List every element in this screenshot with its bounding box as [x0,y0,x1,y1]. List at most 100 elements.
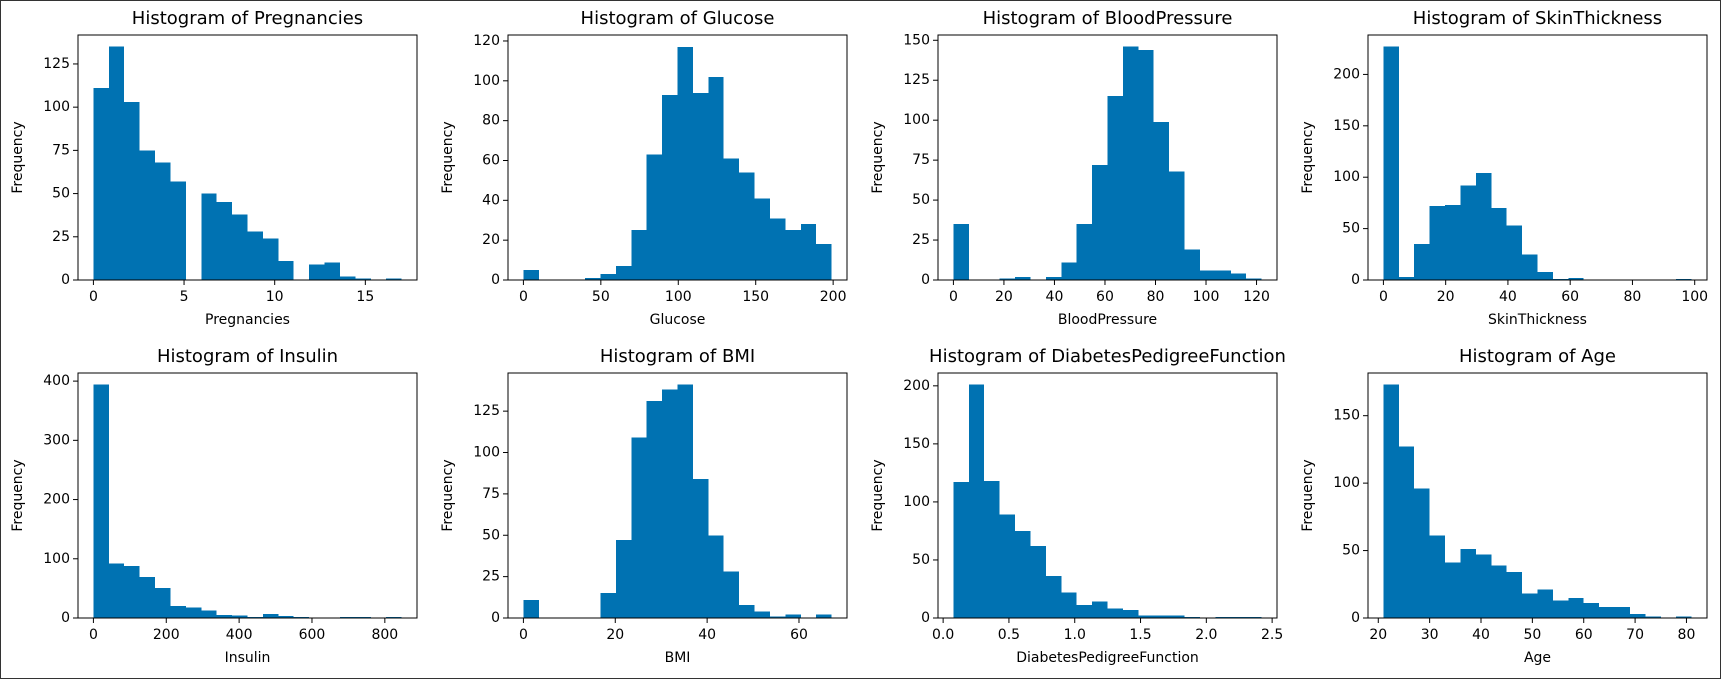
histogram-bar [201,610,217,618]
axes-frame [1367,34,1708,281]
histogram-bar [1076,224,1093,280]
y-tick-label: 50 [912,552,930,568]
histogram-bar [201,193,217,280]
x-tick-label: 60 [1575,627,1593,643]
histogram-bar [754,198,770,280]
y-tick-label: 150 [903,32,930,48]
histogram-bar [1169,171,1185,280]
y-tick-label: 400 [43,373,70,389]
x-tick-label: 80 [1678,627,1696,643]
y-tick-label: 25 [52,229,70,245]
x-tick-label: 600 [299,627,326,643]
x-axis-label: BloodPressure [1058,312,1157,328]
x-tick-label: 5 [180,289,189,305]
histogram-bar [1460,549,1476,618]
subplot: 0.0 0.5 1.0 1.5 2.0 2.5 0 50 100 150 200 Histogram … [870,346,1286,666]
x-tick-label: 0 [519,627,528,643]
x-axis-label: SkinThickness [1488,312,1587,328]
x-axis-label: Pregnancies [205,312,290,328]
chart-title: Histogram of BloodPressure [983,8,1233,29]
axes-frame [937,34,1278,281]
chart-title: Histogram of DiabetesPedigreeFunction [929,346,1286,367]
histogram-bar [1629,613,1646,618]
y-tick-label: 0 [1351,610,1360,626]
subplot: 0 20 40 60 80 100 120 0 25 50 75 100 125 150 Histogram… [870,8,1278,328]
y-tick-label: 75 [912,152,930,168]
histogram-bar [968,384,985,618]
x-tick-label: 100 [665,289,692,305]
histogram-bar [355,278,371,280]
histogram-bar [1445,204,1461,280]
histogram-bar [1061,592,1077,618]
histogram-bar [309,264,325,280]
x-tick-label: 20 [1437,289,1455,305]
axes-frame [937,372,1278,619]
histogram-bar [1184,249,1200,280]
histogram-bar [769,218,786,280]
histogram-bar [1215,616,1231,618]
histogram-bar [1184,616,1200,618]
x-axis-label: DiabetesPedigreeFunction [1016,650,1199,666]
histogram-bar [247,616,263,618]
x-tick-label: 100 [1681,289,1708,305]
histogram-bar [662,389,678,618]
y-tick-label: 300 [43,432,70,448]
y-axis-label: Frequency [870,459,886,531]
x-tick-label: 0.5 [998,627,1020,643]
histogram-bar [1552,600,1569,618]
x-axis-label: BMI [665,650,691,666]
histogram-bar [692,478,709,618]
histogram-bar [1246,616,1262,618]
histogram-bar [631,230,647,280]
histogram-bar [139,577,156,618]
histogram-bar [93,384,109,618]
histogram-bar [1061,262,1077,280]
histogram-bar [723,571,740,618]
y-tick-label: 100 [1333,475,1360,491]
histogram-bar [339,616,356,618]
y-axis-label: Frequency [440,459,456,531]
axes-frame [507,372,848,619]
histogram-bar [108,563,125,618]
x-tick-label: 60 [790,627,808,643]
y-tick-label: 125 [43,56,70,72]
histogram-bar [1107,96,1123,280]
axes-frame [77,372,418,619]
y-tick-label: 0 [491,610,500,626]
histogram-bar [1645,616,1661,618]
histogram-bar [232,214,248,280]
histogram-bar [1460,185,1476,280]
histogram-bar [615,540,632,618]
x-axis-label: Glucose [650,312,706,328]
y-tick-label: 75 [52,142,70,158]
histogram-bar [677,46,693,280]
y-tick-label: 0 [1351,272,1360,288]
y-tick-label: 125 [903,72,930,88]
x-tick-label: 120 [1243,289,1270,305]
y-tick-label: 40 [482,192,500,208]
x-tick-label: 0 [519,289,528,305]
x-tick-label: 50 [592,289,610,305]
histogram-bar [785,230,801,280]
y-tick-label: 100 [43,551,70,567]
histogram-bar [1506,572,1523,618]
x-axis-label: Age [1524,650,1551,666]
histogram-bar [769,616,786,618]
y-tick-label: 0 [921,272,930,288]
x-tick-label: 400 [226,627,253,643]
x-tick-label: 20 [995,289,1013,305]
axes-frame [507,34,848,281]
y-tick-label: 50 [1342,221,1360,237]
subplot: 0 20 40 60 0 25 50 75 100 125 Histogram of BMI BMI F… [440,346,848,666]
histogram-bar [953,224,969,280]
y-tick-label: 100 [903,112,930,128]
y-axis-label: Frequency [10,459,26,531]
histogram-bar [1169,615,1185,618]
histogram-bar [1199,270,1216,280]
histogram-bar [155,587,171,618]
x-tick-label: 200 [820,289,847,305]
x-tick-label: 0 [949,289,958,305]
histogram-bar [785,614,801,618]
y-tick-label: 50 [912,192,930,208]
